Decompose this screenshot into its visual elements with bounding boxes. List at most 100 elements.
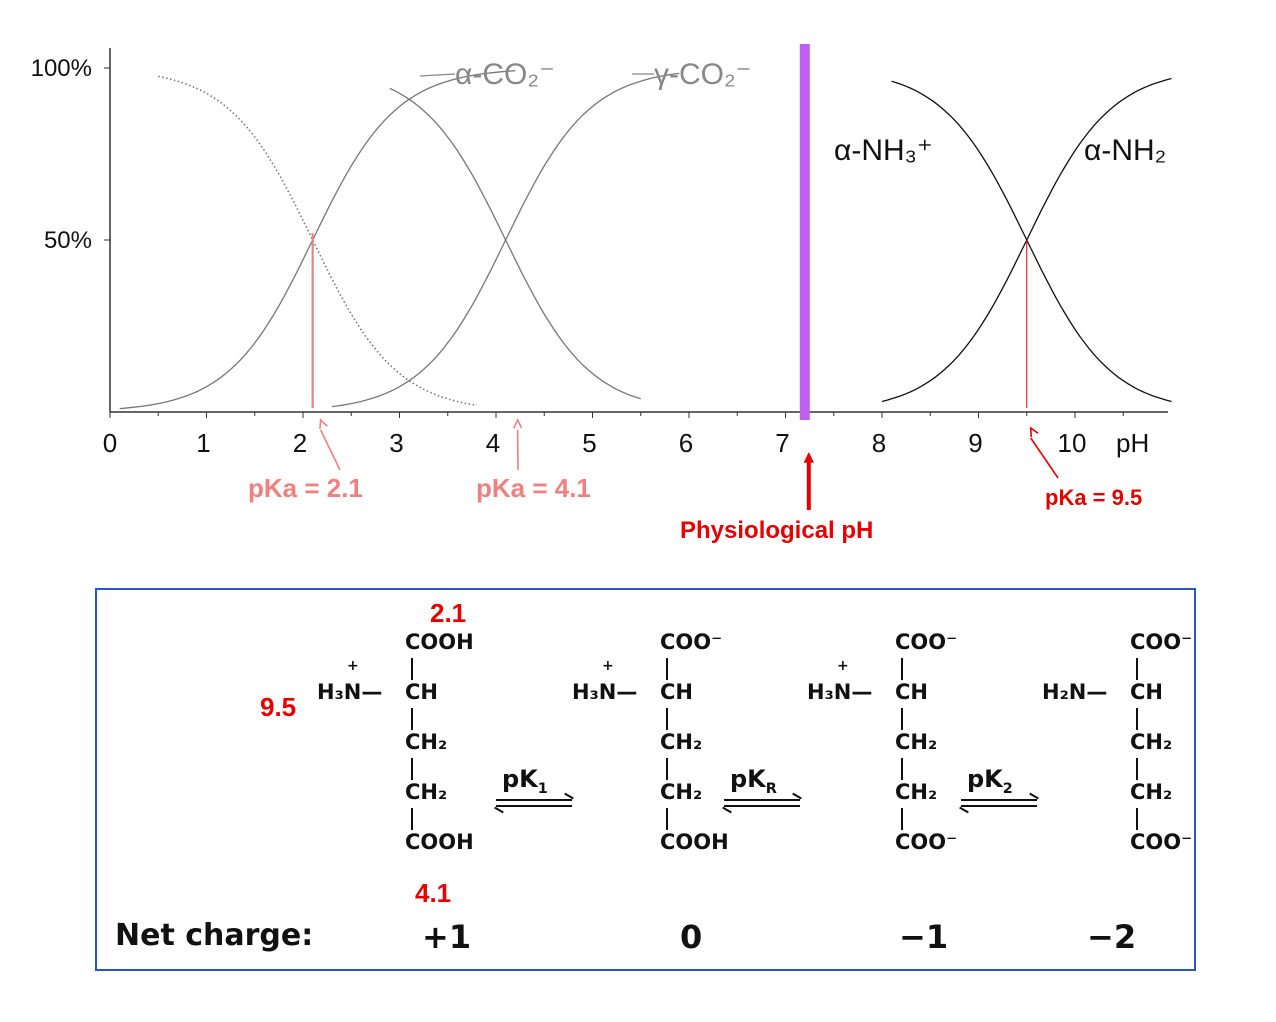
y-tick-label: 100% [31,55,92,82]
eq-pk-text: pK [967,765,1003,793]
label-connector [419,73,456,77]
bond [1136,708,1138,730]
label-alpha-co2: α-CO₂⁻ [455,58,555,91]
ch2-a: CH₂ [895,730,938,754]
pka-bottom-label: 4.1 [415,878,452,908]
bottom-group: COO⁻ [895,830,958,854]
annotation-arrow-icon [1030,437,1059,479]
chart-curves [119,44,1172,420]
net-charge-3: −1 [899,918,949,956]
amine-text: H₃N [317,680,362,704]
annotation-arrow-icon [319,429,341,471]
curve-gamma-cooh-protonated- [389,87,641,400]
top-group: COO⁻ [895,630,958,654]
annotation-label: pKa = 9.5 [1045,485,1142,510]
amine-text: H₃N [807,680,852,704]
net-charge-label: Net charge: [115,918,314,953]
x-tick-label: 3 [389,428,403,458]
amine-group: H₃N— [317,680,383,704]
ch2-a: CH₂ [1130,730,1173,754]
amine-group: H₃N— [807,680,873,704]
curve-alpha-nh3- [891,80,1172,403]
bond [901,708,903,730]
pka-top-label: 2.1 [430,598,467,628]
bond [666,708,668,730]
bond [411,658,413,680]
arrowhead-icon [513,418,523,429]
bond [411,708,413,730]
x-tick-label: 0 [103,428,117,458]
bond [1136,658,1138,680]
ch2-a: CH₂ [660,730,703,754]
ch2-a: CH₂ [405,730,448,754]
eq-sub: R [765,780,777,797]
top-group: COOH [405,630,474,654]
alpha-carbon: CH [895,680,928,704]
bond [411,758,413,780]
amine-charge: + [837,658,849,674]
equilibrium-r: pKR [722,765,802,814]
ch2-b: CH₂ [895,780,938,804]
equilibrium-arrows-icon [959,792,1039,814]
bond [901,808,903,830]
annotation-label: pKa = 4.1 [476,473,591,503]
equilibrium-1: pK1 [494,765,574,814]
bond [666,658,668,680]
amine-charge: + [347,658,359,674]
bond [1136,808,1138,830]
bond [666,758,668,780]
net-charge-4: −2 [1087,918,1137,956]
titration-chart: 0 1 2 3 4 5 6 7 8 9 10 pH 100% 50% α-CO₂⁻ γ-CO₂⁻ α-NH₃⁺… [31,44,1172,544]
bond [1136,758,1138,780]
top-group: COO⁻ [1130,630,1193,654]
eq-sub: 2 [1002,780,1013,797]
amine-group: H₃N— [572,680,638,704]
alpha-carbon: CH [660,680,693,704]
label-alpha-nh3: α-NH₃⁺ [834,134,933,167]
net-charge-1: +1 [422,918,472,956]
amine-text: H₃N [572,680,617,704]
bond [901,658,903,680]
equilibrium-arrows-icon [722,792,802,814]
bond [666,808,668,830]
pka-left-label: 9.5 [260,692,297,722]
x-tick-label: 4 [486,428,500,458]
structures-panel: COOH + H₃N— CH CH₂ CH₂ COOH COO⁻ + H₃N— CH CH₂ CH₂ CO… [95,588,1196,971]
bottom-group: COOH [405,830,474,854]
x-tick-label: 7 [775,428,789,458]
eq-sub: 1 [537,780,548,797]
bottom-group: COOH [660,830,729,854]
alpha-carbon: CH [1130,680,1163,704]
curve-gamma-co2- [331,72,680,408]
x-tick-label: 5 [582,428,596,458]
bond [901,758,903,780]
x-tick-label: 9 [968,428,982,458]
net-charge-2: 0 [680,918,703,956]
ch2-b: CH₂ [660,780,703,804]
amine-group: H₂N— [1042,680,1108,704]
amine-text: H₂N [1042,680,1087,704]
bond [411,808,413,830]
chart-labels: α-CO₂⁻ γ-CO₂⁻ α-NH₃⁺ α-NH₂ pKa = 2.1 pKa = 4.… [248,58,1166,544]
label-gamma-co2: γ-CO₂⁻ [654,58,751,91]
curve-alpha-cooh-protonated- [158,75,477,407]
bottom-group: COO⁻ [1130,830,1193,854]
arrowhead-icon [319,418,328,430]
top-group: COO⁻ [660,630,723,654]
y-tick-label: 50% [44,227,92,254]
ch2-b: CH₂ [405,780,448,804]
alpha-carbon: CH [405,680,438,704]
x-tick-label: 6 [679,428,693,458]
eq-pk-text: pK [502,765,538,793]
equilibrium-2: pK2 [959,765,1039,814]
annotation-label: Physiological pH [680,517,873,544]
x-tick-label: 8 [872,428,886,458]
ch2-b: CH₂ [1130,780,1173,804]
chart-axes: 0 1 2 3 4 5 6 7 8 9 10 pH 100% 50% [31,48,1168,458]
x-axis-label: pH [1116,428,1149,458]
curve-alpha-co2- [119,70,516,410]
arrowhead-icon [1029,426,1039,438]
eq-pk-text: pK [730,765,766,793]
amine-charge: + [602,658,614,674]
physiological-ph-line [799,44,810,420]
